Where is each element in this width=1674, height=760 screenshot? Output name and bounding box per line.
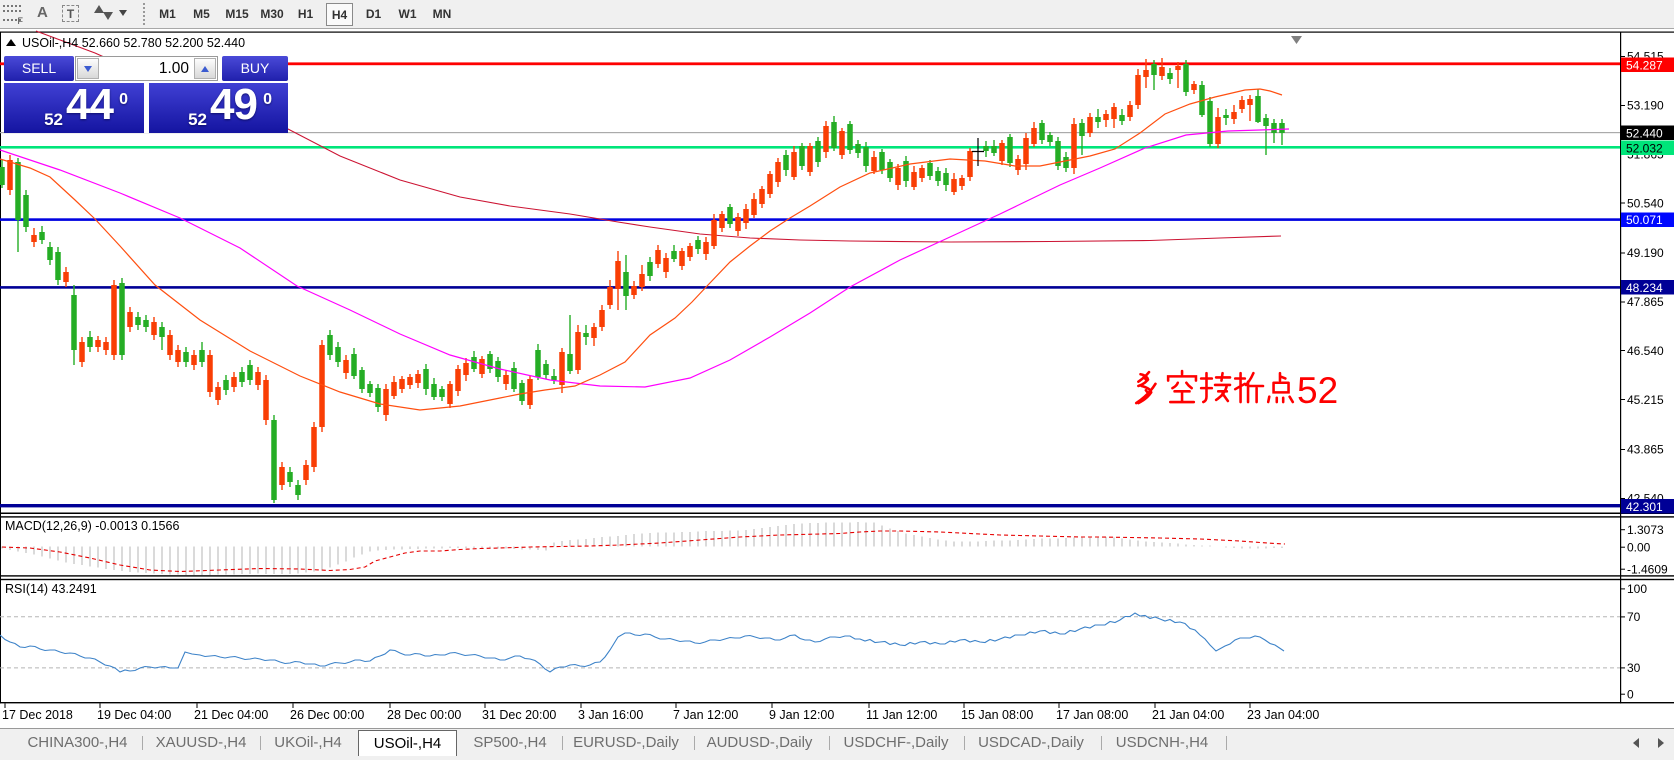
svg-text:47.865: 47.865 [1627,295,1664,309]
svg-text:RSI(14) 43.2491: RSI(14) 43.2491 [5,582,97,596]
svg-text:USOil-,H4 52.660 52.780 52.20: USOil-,H4 52.660 52.780 52.200 52.440 [22,36,245,50]
svg-text:52.032: 52.032 [1626,142,1663,156]
svg-text:31 Dec 20:00: 31 Dec 20:00 [482,708,556,722]
svg-text:52: 52 [1297,370,1338,411]
svg-text:21 Dec 04:00: 21 Dec 04:00 [194,708,268,722]
svg-text:42.301: 42.301 [1626,500,1663,514]
svg-text:45.215: 45.215 [1627,393,1664,407]
svg-text:23 Jan 04:00: 23 Jan 04:00 [1247,708,1319,722]
svg-text:15 Jan 08:00: 15 Jan 08:00 [961,708,1033,722]
svg-text:52.440: 52.440 [1626,127,1663,141]
svg-text:50.540: 50.540 [1627,197,1664,211]
svg-text:30: 30 [1627,661,1641,675]
svg-text:46.540: 46.540 [1627,344,1664,358]
svg-text:21 Jan 04:00: 21 Jan 04:00 [1152,708,1224,722]
svg-text:0.00: 0.00 [1627,541,1651,555]
svg-text:11 Jan 12:00: 11 Jan 12:00 [866,708,937,722]
svg-text:70: 70 [1627,610,1641,624]
svg-text:28 Dec 00:00: 28 Dec 00:00 [387,708,461,722]
svg-text:9 Jan 12:00: 9 Jan 12:00 [769,708,834,722]
svg-text:3 Jan 16:00: 3 Jan 16:00 [578,708,643,722]
svg-text:49.190: 49.190 [1627,246,1664,260]
svg-text:26 Dec 00:00: 26 Dec 00:00 [290,708,364,722]
svg-text:50.071: 50.071 [1626,213,1663,227]
svg-text:17 Jan 08:00: 17 Jan 08:00 [1056,708,1128,722]
svg-text:0: 0 [1627,688,1634,702]
svg-text:17 Dec 2018: 17 Dec 2018 [2,708,73,722]
svg-text:MACD(12,26,9) -0.0013 0.1566: MACD(12,26,9) -0.0013 0.1566 [5,519,179,533]
svg-text:48.234: 48.234 [1626,281,1663,295]
svg-text:54.287: 54.287 [1626,59,1663,73]
svg-text:19 Dec 04:00: 19 Dec 04:00 [97,708,171,722]
svg-text:1.3073: 1.3073 [1627,523,1664,537]
svg-text:7 Jan 12:00: 7 Jan 12:00 [673,708,738,722]
svg-text:53.190: 53.190 [1627,99,1664,113]
svg-text:-1.4609: -1.4609 [1627,563,1668,577]
svg-text:100: 100 [1627,582,1647,596]
svg-text:43.865: 43.865 [1627,443,1664,457]
